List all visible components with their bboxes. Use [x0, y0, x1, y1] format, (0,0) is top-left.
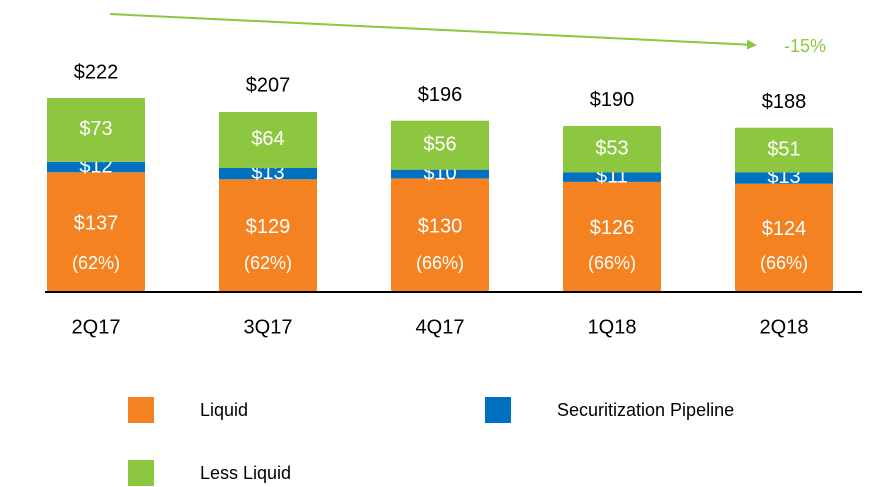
legend-swatch: [128, 397, 154, 423]
value-label: $130: [418, 215, 463, 237]
legend-label: Liquid: [200, 400, 248, 420]
x-tick-label: 3Q17: [244, 316, 293, 338]
bar-segment: [563, 172, 661, 182]
x-tick-label: 2Q17: [72, 316, 121, 338]
value-label: $124: [762, 218, 807, 240]
x-tick-label: 2Q18: [760, 316, 809, 338]
bar-segment: [563, 181, 661, 292]
total-label: $188: [762, 91, 807, 113]
bar-segment: [219, 167, 317, 180]
value-label: $51: [767, 138, 800, 160]
bar-segment: [47, 161, 145, 173]
share-label: (62%): [72, 253, 120, 273]
legend-label: Securitization Pipeline: [557, 400, 734, 420]
value-label: $53: [595, 137, 628, 159]
value-label: $56: [423, 133, 456, 155]
bar-segment: [391, 169, 489, 179]
bar-segment: [47, 172, 145, 292]
share-label: (62%): [244, 253, 292, 273]
bar-segment: [735, 127, 833, 173]
bar-segment: [219, 111, 317, 168]
legend-swatch: [128, 460, 154, 486]
value-label: $73: [79, 118, 112, 140]
total-label: $190: [590, 89, 635, 111]
value-label: $129: [246, 216, 291, 238]
total-label: $196: [418, 84, 463, 106]
total-label: $222: [74, 61, 119, 83]
bar-segment: [47, 98, 145, 162]
legend-swatch: [485, 397, 511, 423]
value-label: $64: [251, 128, 284, 150]
share-label: (66%): [416, 253, 464, 273]
share-label: (66%): [588, 253, 636, 273]
bar-segment: [563, 125, 661, 173]
bar-segment: [391, 120, 489, 170]
x-tick-label: 1Q18: [588, 316, 637, 338]
bar-segment: [735, 172, 833, 184]
bar-segment: [735, 183, 833, 292]
legend-label: Less Liquid: [200, 463, 291, 483]
bar-segment: [219, 179, 317, 292]
value-label: $137: [74, 212, 119, 234]
trend-arrow: [109, 13, 757, 50]
share-label: (66%): [760, 253, 808, 273]
value-label: $126: [590, 217, 635, 239]
annotation: -15%: [784, 36, 826, 56]
bar-segment: [391, 178, 489, 292]
total-label: $207: [246, 74, 291, 96]
x-tick-label: 4Q17: [416, 316, 465, 338]
